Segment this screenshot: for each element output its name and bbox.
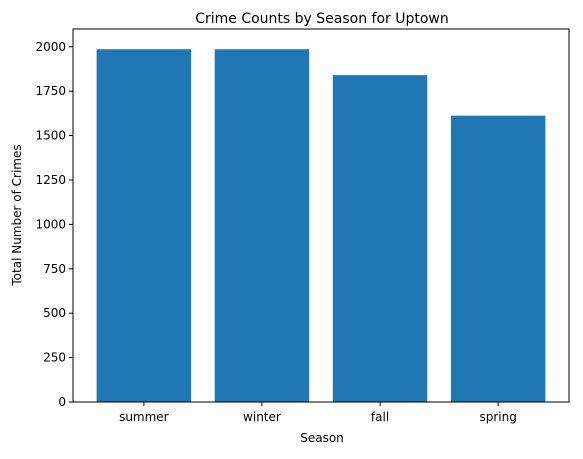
- bar-fall: [333, 75, 427, 402]
- y-tick-label: 2000: [35, 40, 66, 54]
- chart-title: Crime Counts by Season for Uptown: [195, 11, 449, 27]
- x-tick-label: spring: [479, 410, 516, 424]
- y-axis-ticks: 0 250 500 750 1000 1250 1500 1750 2000: [35, 40, 73, 409]
- y-tick-label: 250: [43, 351, 66, 365]
- bars: [97, 49, 546, 402]
- x-axis-label: Season: [300, 431, 344, 445]
- y-tick-label: 0: [58, 395, 66, 409]
- y-tick-label: 1500: [35, 129, 66, 143]
- y-tick-label: 1750: [35, 84, 66, 98]
- y-tick-label: 1000: [35, 217, 66, 231]
- bar-winter: [215, 49, 309, 402]
- y-tick-label: 500: [43, 306, 66, 320]
- y-axis-label: Total Number of Crimes: [10, 144, 24, 286]
- y-tick-label: 1250: [35, 173, 66, 187]
- y-tick-label: 750: [43, 262, 66, 276]
- bar-summer: [97, 49, 191, 402]
- x-tick-label: fall: [371, 410, 389, 424]
- x-axis-ticks: summer winter fall spring: [119, 402, 517, 424]
- bar-spring: [451, 116, 545, 402]
- x-tick-label: summer: [119, 410, 169, 424]
- x-tick-label: winter: [243, 410, 281, 424]
